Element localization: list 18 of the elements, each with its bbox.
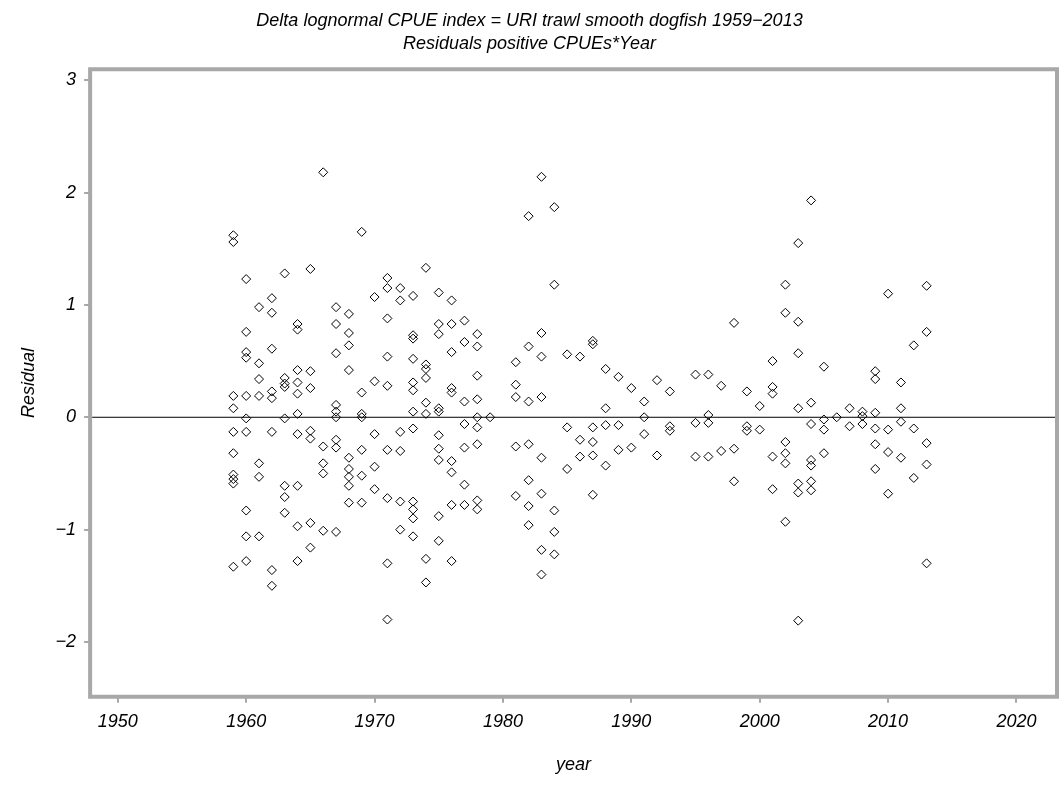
x-tick-label: 1990 xyxy=(611,710,652,731)
y-axis-title: Residual xyxy=(17,346,38,419)
x-tick-label: 1950 xyxy=(97,710,138,731)
y-tick-label: 3 xyxy=(66,69,77,90)
y-tick-label: 2 xyxy=(65,181,77,202)
x-tick-label: 2020 xyxy=(995,710,1037,731)
x-tick-label: 1970 xyxy=(354,710,395,731)
y-tick-label: −1 xyxy=(55,518,77,539)
y-tick-label: −2 xyxy=(55,630,77,651)
x-axis-title: year xyxy=(554,754,593,775)
x-tick-label: 2000 xyxy=(738,710,780,731)
y-tick-label: 0 xyxy=(66,406,77,427)
x-tick-label: 2010 xyxy=(867,710,909,731)
y-tick-label: 1 xyxy=(66,293,77,314)
x-tick-label: 1960 xyxy=(226,710,267,731)
chart-title: Delta lognormal CPUE index = URI trawl smooth dogfish 1959−2013 xyxy=(256,9,803,30)
x-tick-label: 1980 xyxy=(482,710,523,731)
chart-subtitle: Residuals positive CPUEs*Year xyxy=(402,33,658,54)
